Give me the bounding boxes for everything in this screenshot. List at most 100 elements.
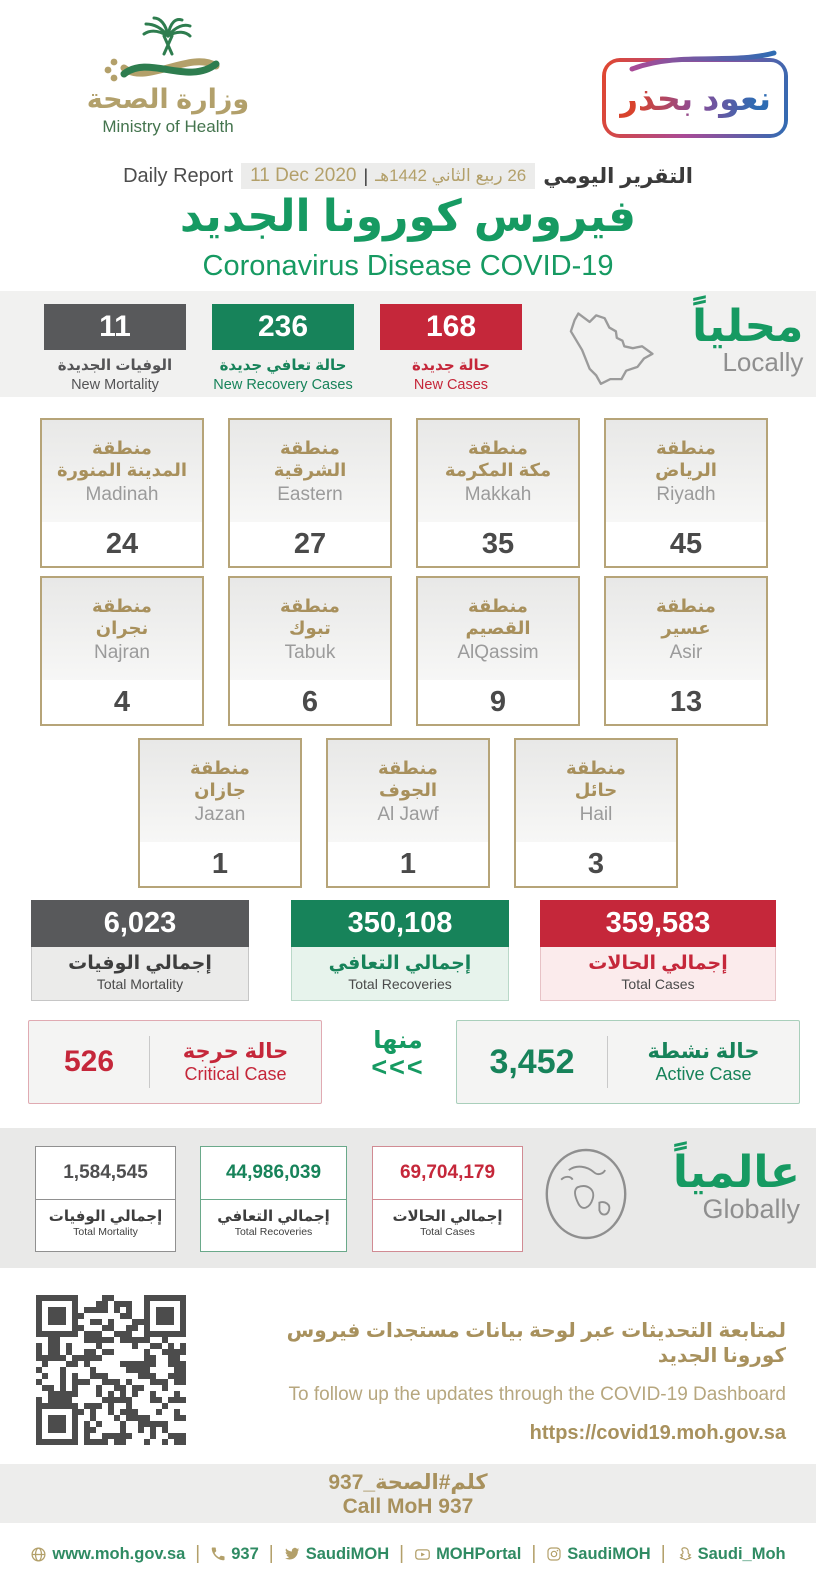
locally-label: محلياً Locally bbox=[692, 303, 804, 378]
total-mortality-label-english: Total Mortality bbox=[96, 976, 184, 992]
region-case-count: 6 bbox=[230, 680, 390, 724]
snapchat-icon bbox=[678, 1546, 692, 1560]
global-recoveries-label-arabic: إجمالي التعافي bbox=[217, 1208, 330, 1225]
region-name-english: Al Jawf bbox=[377, 803, 439, 825]
new-cases-label-arabic: حالة جديدة bbox=[412, 357, 490, 374]
region-case-count: 27 bbox=[230, 522, 390, 566]
region-name-english: Hail bbox=[579, 803, 613, 825]
call-moh-band: كلم#الصحة_937 Call MoH 937 bbox=[0, 1464, 816, 1523]
footer-separator: | bbox=[268, 1543, 274, 1564]
of-which-indicator: منها <<< bbox=[340, 1026, 456, 1083]
new-mortality-label-english: New Mortality bbox=[71, 376, 159, 393]
region-name-arabic: منطقة الرياض bbox=[655, 438, 717, 480]
active-case-value: 3,452 bbox=[489, 1042, 575, 1081]
global-stats-band: 1,584,545 إجمالي الوفيات Total Mortality… bbox=[0, 1128, 816, 1268]
region-name-arabic: منطقة تبوك bbox=[280, 596, 340, 638]
footer-contact-bar: www.moh.gov.sa | 937 | SaudiMOH | MOHPor… bbox=[0, 1543, 816, 1565]
region-box-jazan: منطقة جازان Jazan 1 bbox=[138, 738, 302, 888]
region-row-1: منطقة المدينة المنورة Madinah 24 منطقة ا… bbox=[40, 418, 776, 568]
dashboard-url-link[interactable]: https://covid19.moh.gov.sa bbox=[529, 1422, 786, 1444]
region-box-hail: منطقة حائل Hail 3 bbox=[514, 738, 678, 888]
region-box-asir: منطقة عسير Asir 13 bbox=[604, 576, 768, 726]
footer-separator: | bbox=[660, 1543, 666, 1564]
footer-link-youtube[interactable]: MOHPortal bbox=[414, 1545, 521, 1564]
total-cases-value: 359,583 bbox=[540, 900, 776, 947]
region-name-english: Najran bbox=[94, 641, 150, 663]
global-recoveries-value: 44,986,039 bbox=[201, 1147, 346, 1200]
region-box-tabuk: منطقة تبوك Tabuk 6 bbox=[228, 576, 392, 726]
region-case-count: 1 bbox=[140, 842, 300, 886]
active-case-box: 3,452 حالة نشطة Active Case bbox=[456, 1020, 800, 1104]
region-name-arabic: منطقة نجران bbox=[92, 596, 152, 638]
active-case-label-english: Active Case bbox=[655, 1064, 752, 1084]
region-row-3: منطقة جازان Jazan 1 منطقة الجوف Al Jawf … bbox=[40, 738, 776, 888]
region-box-aljawf: منطقة الجوف Al Jawf 1 bbox=[326, 738, 490, 888]
region-row-2: منطقة نجران Najran 4 منطقة تبوك Tabuk 6 … bbox=[40, 576, 776, 726]
total-cases-label-english: Total Cases bbox=[621, 976, 695, 992]
total-cases-box: 359,583 إجمالي الحالات Total Cases bbox=[540, 900, 776, 1001]
youtube-icon bbox=[415, 1548, 430, 1560]
region-case-count: 9 bbox=[418, 680, 578, 724]
page-title-arabic: فيروس كورونا الجديد bbox=[179, 192, 637, 241]
new-recoveries-stat: 236 حالة تعافي جديدة New Recovery Cases bbox=[212, 304, 354, 394]
critical-case-box: 526 حالة حرجة Critical Case bbox=[28, 1020, 322, 1104]
total-mortality-value: 6,023 bbox=[31, 900, 249, 947]
global-cases-box: 69,704,179 إجمالي الحالات Total Cases bbox=[372, 1146, 523, 1252]
badge-swoosh-icon bbox=[629, 50, 777, 72]
page-title-english: Coronavirus Disease COVID-19 bbox=[202, 250, 614, 282]
region-name-arabic: منطقة القصيم bbox=[465, 596, 531, 638]
footer-link-snapchat[interactable]: Saudi_Moh bbox=[676, 1545, 786, 1564]
footer-link-twitter[interactable]: SaudiMOH bbox=[284, 1545, 389, 1564]
report-date-gregorian: 11 Dec 2020 bbox=[250, 165, 357, 186]
globally-label-arabic: عالمياً bbox=[672, 1148, 800, 1197]
ministry-name-arabic: وزارة الصحة bbox=[86, 84, 250, 114]
region-name-arabic: منطقة جازان bbox=[190, 758, 250, 800]
dashboard-info: لمتابعة التحديثات عبر لوحة بيانات مستجدا… bbox=[221, 1318, 786, 1445]
region-name-english: AlQassim bbox=[457, 641, 539, 663]
region-box-alqassim: منطقة القصيم AlQassim 9 bbox=[416, 576, 580, 726]
new-recoveries-label-english: New Recovery Cases bbox=[213, 376, 353, 393]
region-name-english: Eastern bbox=[277, 483, 343, 505]
total-mortality-label-arabic: إجمالي الوفيات bbox=[68, 953, 212, 974]
region-name-english: Makkah bbox=[464, 483, 532, 505]
new-cases-label-english: New Cases bbox=[413, 376, 489, 393]
region-name-english: Asir bbox=[669, 641, 703, 663]
region-name-arabic: منطقة عسير bbox=[656, 596, 716, 638]
region-box-najran: منطقة نجران Najran 4 bbox=[40, 576, 204, 726]
new-mortality-stat: 11 الوفيات الجديدة New Mortality bbox=[44, 304, 186, 394]
active-case-label-arabic: حالة نشطة bbox=[647, 1040, 760, 1063]
region-box-eastern: منطقة الشرقية Eastern 27 bbox=[228, 418, 392, 568]
footer-separator: | bbox=[399, 1543, 405, 1564]
footer-link-phone[interactable]: 937 bbox=[210, 1545, 259, 1564]
region-name-arabic: منطقة حائل bbox=[566, 758, 626, 800]
globe-icon bbox=[542, 1144, 630, 1244]
total-cases-label-arabic: إجمالي الحالات bbox=[588, 953, 728, 974]
instagram-icon bbox=[547, 1547, 561, 1561]
region-case-count: 35 bbox=[418, 522, 578, 566]
globally-label-english: Globally bbox=[702, 1194, 800, 1225]
region-case-count: 1 bbox=[328, 842, 488, 886]
total-recoveries-value: 350,108 bbox=[291, 900, 509, 947]
region-name-arabic: منطقة المدينة المنورة bbox=[56, 438, 188, 480]
twitter-icon bbox=[284, 1547, 300, 1559]
divider bbox=[607, 1036, 608, 1088]
footer-link-website[interactable]: www.moh.gov.sa bbox=[30, 1545, 185, 1564]
region-name-arabic: منطقة الشرقية bbox=[273, 438, 347, 480]
call-moh-hashtag-arabic: كلم#الصحة_937 bbox=[328, 1471, 488, 1494]
daily-report-label-arabic: التقرير اليومي bbox=[543, 164, 693, 188]
daily-report-label-english: Daily Report bbox=[123, 164, 234, 187]
total-recoveries-box: 350,108 إجمالي التعافي Total Recoveries bbox=[291, 900, 509, 1001]
locally-label-english: Locally bbox=[722, 347, 804, 378]
global-mortality-value: 1,584,545 bbox=[36, 1147, 175, 1200]
region-box-makkah: منطقة مكة المكرمة Makkah 35 bbox=[416, 418, 580, 568]
footer-link-instagram[interactable]: SaudiMOH bbox=[546, 1545, 651, 1564]
footer-separator: | bbox=[531, 1543, 537, 1564]
globally-label: عالمياً Globally bbox=[672, 1148, 800, 1225]
new-cases-value: 168 bbox=[380, 304, 522, 350]
region-case-count: 4 bbox=[42, 680, 202, 724]
date-separator: | bbox=[363, 165, 369, 186]
global-recoveries-label-english: Total Recoveries bbox=[234, 1226, 313, 1238]
global-mortality-label-arabic: إجمالي الوفيات bbox=[48, 1208, 163, 1225]
divider bbox=[149, 1036, 150, 1088]
